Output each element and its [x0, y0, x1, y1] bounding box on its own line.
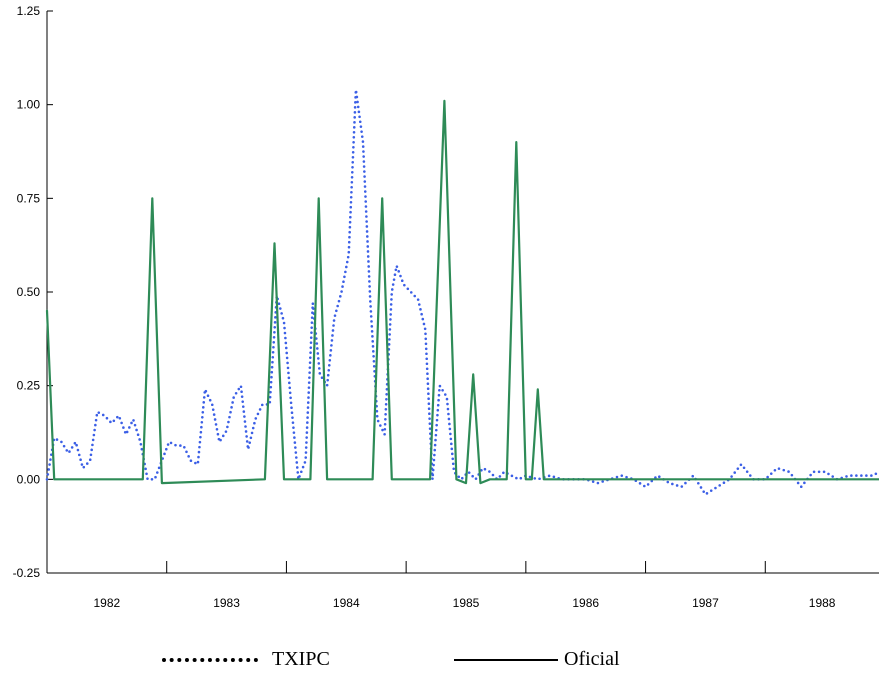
legend-swatch-solid — [454, 658, 558, 661]
x-tick-label: 1983 — [213, 596, 240, 610]
x-tick-label: 1984 — [333, 596, 360, 610]
legend-label-txipc: TXIPC — [272, 648, 330, 670]
x-tick-label: 1987 — [692, 596, 719, 610]
series-line-oficial — [45, 99, 879, 485]
y-tick-label: 1.25 — [17, 4, 41, 18]
x-tick-label: 1988 — [809, 596, 836, 610]
legend-swatch-dotted — [162, 657, 258, 662]
chart-plot-area — [45, 88, 879, 496]
y-tick-label: 0.75 — [17, 191, 41, 205]
y-tick-label: 0.25 — [17, 379, 41, 393]
series-line-txipc — [45, 88, 879, 496]
x-tick-label: 1985 — [453, 596, 480, 610]
x-tick-label: 1986 — [572, 596, 599, 610]
legend-item-oficial: Oficial — [454, 648, 620, 671]
y-tick-label: 0.50 — [17, 285, 41, 299]
y-tick-label: 1.00 — [17, 98, 41, 112]
x-tick-label: 1982 — [94, 596, 121, 610]
line-chart: 1.25 1.00 0.75 0.50 0.25 0.00 -0.25 1982 1983 198… — [13, 4, 879, 610]
y-tick-label: 0.00 — [17, 472, 41, 486]
legend-label-oficial: Oficial — [564, 648, 620, 670]
y-tick-label: -0.25 — [13, 566, 41, 580]
legend-item-txipc: TXIPC — [162, 648, 330, 671]
chart-legend: TXIPC Oficial — [0, 648, 879, 688]
chart-axes: 1.25 1.00 0.75 0.50 0.25 0.00 -0.25 1982 1983 198… — [13, 4, 879, 610]
